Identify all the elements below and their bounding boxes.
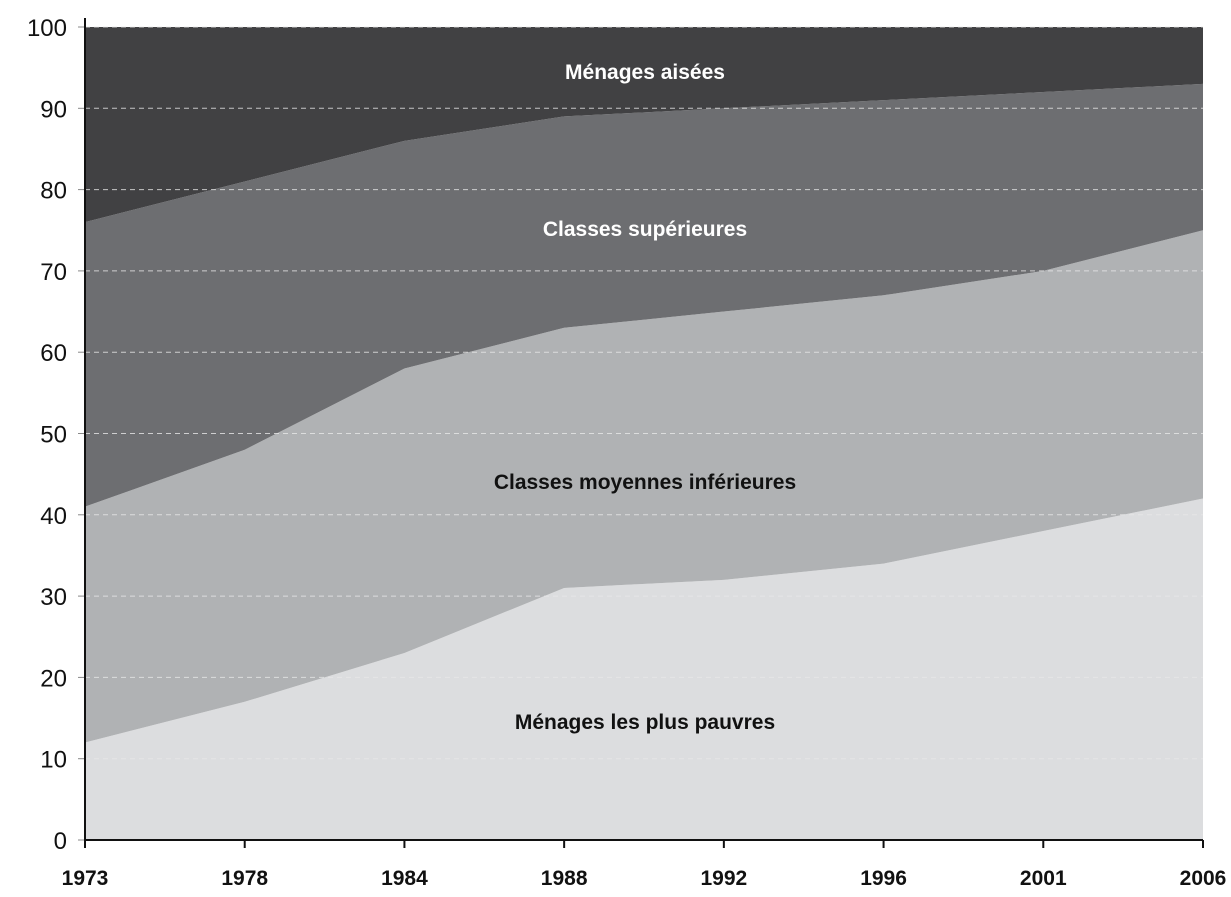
- x-tick-label: 1988: [541, 867, 588, 890]
- y-tick-label: 80: [40, 178, 67, 205]
- series-label: Classes moyennes inférieures: [494, 471, 796, 494]
- series-label: Ménages aisées: [565, 61, 725, 84]
- y-tick-label: 70: [40, 259, 67, 286]
- area-3: [85, 27, 1203, 223]
- area-0: [85, 498, 1203, 840]
- y-tick-label: 90: [40, 96, 67, 123]
- x-tick-label: 1984: [381, 867, 428, 890]
- y-tick-label: 20: [40, 665, 67, 692]
- x-tick-label: 2006: [1180, 867, 1227, 890]
- y-tick-label: 60: [40, 340, 67, 367]
- y-tick-label: 30: [40, 584, 67, 611]
- y-tick-label: 10: [40, 747, 67, 774]
- x-tick-label: 1992: [700, 867, 747, 890]
- y-tick-label: 0: [54, 828, 67, 855]
- series-label: Ménages les plus pauvres: [515, 711, 775, 734]
- x-tick-label: 1996: [860, 867, 907, 890]
- area-1: [85, 230, 1203, 743]
- y-tick-label: 40: [40, 503, 67, 530]
- series-label: Classes supérieures: [543, 218, 747, 241]
- y-tick-label: 100: [27, 15, 67, 42]
- x-tick-label: 2001: [1020, 867, 1067, 890]
- y-tick-label: 50: [40, 422, 67, 449]
- x-tick-label: 1978: [221, 867, 268, 890]
- x-tick-label: 1973: [62, 867, 109, 890]
